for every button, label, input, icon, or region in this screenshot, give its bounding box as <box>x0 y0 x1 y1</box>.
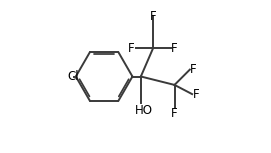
Text: F: F <box>128 42 135 55</box>
Text: HO: HO <box>135 104 153 117</box>
Text: Cl: Cl <box>67 70 79 83</box>
Text: F: F <box>189 63 196 76</box>
Text: F: F <box>171 108 178 120</box>
Text: F: F <box>193 88 199 101</box>
Text: F: F <box>150 10 156 22</box>
Text: F: F <box>171 42 178 55</box>
